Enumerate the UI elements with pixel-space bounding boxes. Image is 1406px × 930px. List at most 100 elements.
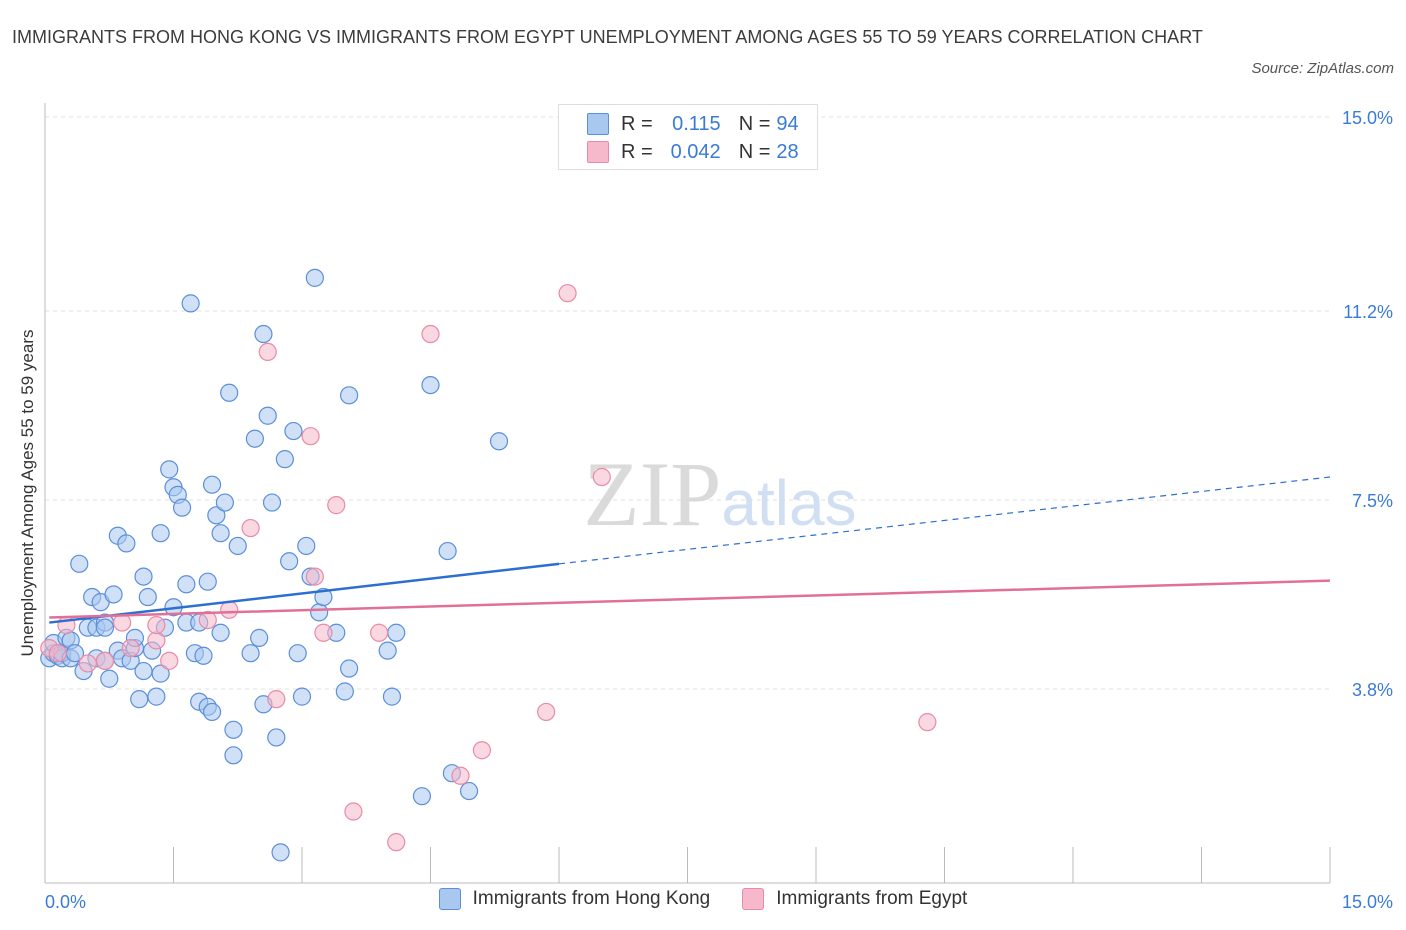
legend-label-hong-kong: Immigrants from Hong Kong — [472, 888, 711, 909]
data-point-hong-kong — [198, 572, 217, 591]
y-tick-label: 3.8% — [1352, 680, 1393, 700]
stats-row-egypt: R = 0.042 N = 28 — [587, 138, 799, 166]
data-point-hong-kong — [172, 498, 192, 517]
data-point-hong-kong — [421, 376, 440, 395]
data-point-hong-kong — [297, 536, 316, 556]
data-point-hong-kong — [138, 587, 157, 607]
r-label: R = — [621, 112, 653, 135]
data-point-egypt — [147, 616, 166, 635]
data-point-hong-kong — [228, 536, 247, 556]
series-legend: Immigrants from Hong Kong Immigrants fro… — [0, 888, 1406, 910]
stats-row-hong-kong: R = 0.115 N = 94 — [587, 110, 799, 138]
data-point-hong-kong — [95, 618, 115, 637]
data-point-hong-kong — [117, 534, 136, 553]
data-point-hong-kong — [207, 506, 226, 525]
legend-swatch-hong-kong — [438, 888, 461, 910]
trend-line-hong-kong — [49, 562, 560, 624]
chart-title: IMMIGRANTS FROM HONG KONG VS IMMIGRANTS … — [12, 27, 1203, 47]
data-point-egypt — [301, 427, 320, 446]
data-points — [40, 268, 937, 862]
data-point-hong-kong — [310, 603, 329, 622]
data-point-hong-kong — [224, 720, 243, 739]
data-point-egypt — [267, 690, 286, 709]
data-point-egypt — [121, 638, 140, 658]
data-point-egypt — [592, 467, 611, 487]
data-point-hong-kong — [459, 781, 479, 801]
data-point-hong-kong — [202, 475, 222, 494]
data-point-hong-kong — [288, 644, 307, 663]
data-point-egypt — [78, 654, 97, 673]
data-point-hong-kong — [130, 690, 149, 709]
data-point-hong-kong — [254, 324, 273, 344]
y-tick-label: 15.0% — [1342, 108, 1393, 128]
y-tick-label: 11.2% — [1343, 302, 1393, 322]
n-label: N = — [738, 140, 771, 163]
stats-legend: R = 0.115 N = 94 R = 0.042 N = 28 — [558, 104, 818, 170]
data-point-hong-kong — [241, 644, 260, 663]
data-point-hong-kong — [215, 493, 234, 512]
legend-item-egypt[interactable]: Immigrants from Egypt — [742, 888, 967, 910]
watermark: ZIPatlas — [583, 443, 856, 545]
data-point-hong-kong — [305, 268, 324, 287]
data-point-hong-kong — [314, 587, 333, 607]
data-point-hong-kong — [181, 294, 200, 313]
legend-swatch-egypt — [742, 888, 765, 910]
trend-lines — [49, 476, 1331, 624]
data-point-hong-kong — [258, 406, 277, 425]
data-point-hong-kong — [275, 450, 294, 469]
legend-label-egypt: Immigrants from Egypt — [776, 888, 968, 909]
data-point-hong-kong — [412, 787, 432, 806]
data-point-hong-kong — [194, 646, 213, 665]
x-tick-label: 0.0% — [45, 892, 86, 912]
data-point-egypt — [258, 342, 277, 362]
data-point-hong-kong — [271, 843, 290, 862]
data-point-hong-kong — [151, 524, 170, 543]
data-point-egypt — [220, 600, 239, 619]
data-point-hong-kong — [211, 623, 230, 642]
y-tick-label: 7.5% — [1352, 491, 1393, 511]
data-point-egypt — [305, 567, 324, 586]
data-point-egypt — [198, 610, 217, 630]
data-point-hong-kong — [335, 682, 354, 701]
data-point-hong-kong — [489, 432, 509, 451]
data-point-egypt — [95, 651, 115, 670]
data-point-egypt — [472, 741, 491, 760]
data-point-hong-kong — [340, 659, 359, 678]
data-point-egypt — [370, 623, 389, 642]
n-label: N = — [738, 112, 771, 135]
data-point-hong-kong — [177, 575, 196, 594]
data-point-hong-kong — [438, 541, 457, 561]
source-label: Source: ZipAtlas.com — [1251, 60, 1394, 77]
data-point-hong-kong — [151, 664, 170, 683]
r-value: 0.042 — [670, 140, 721, 163]
data-point-egypt — [314, 623, 333, 642]
data-point-hong-kong — [245, 429, 264, 448]
data-point-hong-kong — [292, 687, 312, 706]
data-point-egypt — [558, 284, 577, 303]
data-point-egypt — [387, 833, 406, 852]
data-point-hong-kong — [100, 669, 119, 688]
data-point-hong-kong — [340, 386, 359, 405]
tick-labels: 3.8% 7.5% 11.2% 15.0% 0.0% 15.0% — [45, 108, 1393, 912]
data-point-hong-kong — [104, 585, 123, 604]
grid-lines — [45, 116, 1330, 690]
data-point-egypt — [327, 496, 346, 515]
legend-item-hong-kong[interactable]: Immigrants from Hong Kong — [438, 888, 711, 910]
data-point-hong-kong — [224, 746, 243, 765]
data-point-egypt — [48, 644, 67, 663]
n-value: 94 — [776, 112, 799, 135]
data-point-egypt — [451, 766, 470, 785]
data-point-egypt — [241, 518, 260, 538]
r-value: 0.115 — [672, 112, 721, 135]
y-axis-label: Unemployment Among Ages 55 to 59 years — [18, 330, 37, 657]
data-point-egypt — [421, 324, 440, 344]
data-point-hong-kong — [280, 552, 299, 571]
data-point-hong-kong — [134, 661, 153, 681]
data-point-hong-kong — [284, 421, 303, 441]
data-point-hong-kong — [160, 460, 179, 479]
data-point-hong-kong — [202, 702, 222, 722]
data-point-egypt — [537, 702, 556, 722]
data-point-egypt — [160, 651, 179, 670]
data-point-hong-kong — [211, 524, 230, 543]
axes — [44, 103, 1331, 884]
